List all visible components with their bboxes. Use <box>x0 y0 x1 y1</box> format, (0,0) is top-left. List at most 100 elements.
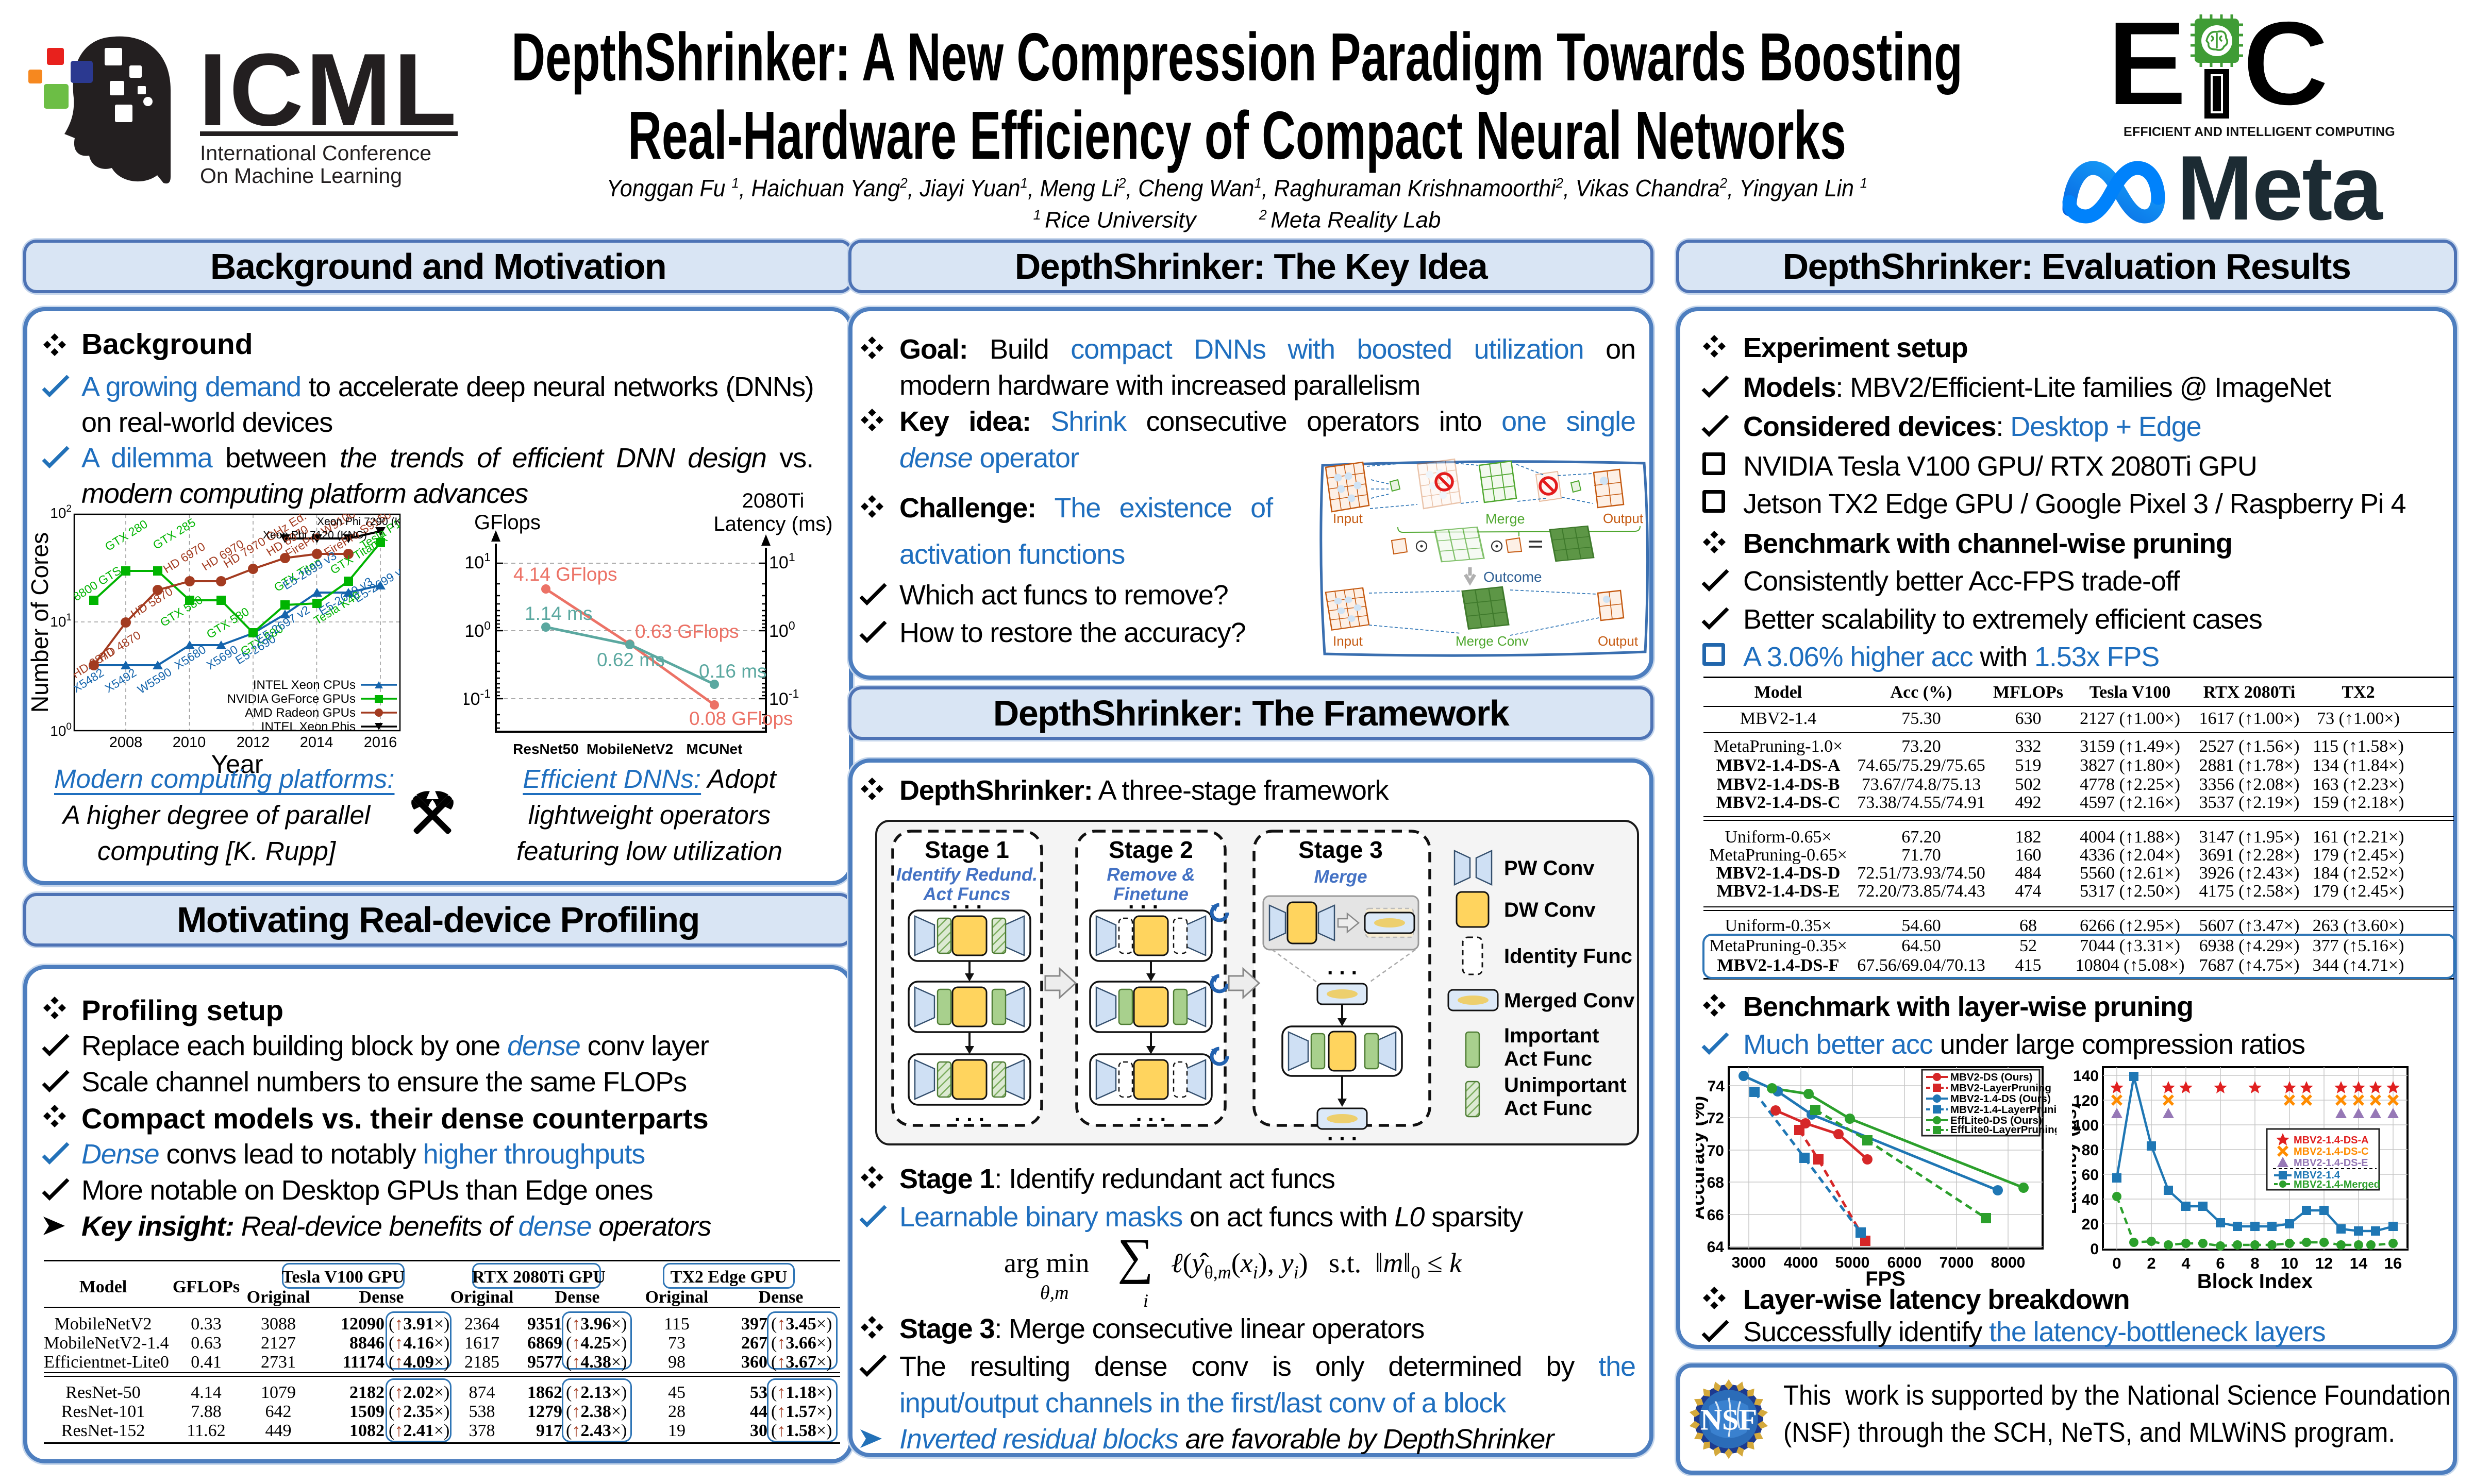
svg-text:Important: Important <box>1504 1024 1599 1047</box>
svg-text:INTEL Xeon Phis: INTEL Xeon Phis <box>261 720 356 734</box>
svg-text:C: C <box>2242 11 2330 131</box>
svg-text:7000: 7000 <box>1940 1254 1974 1271</box>
svg-text:4: 4 <box>2181 1254 2191 1272</box>
svg-text:0.62 ms: 0.62 ms <box>597 649 665 670</box>
svg-text:MBV2-1.4-Merged: MBV2-1.4-Merged <box>2294 1179 2380 1190</box>
svg-text:INTEL Xeon CPUs: INTEL Xeon CPUs <box>253 678 356 692</box>
svg-text:10: 10 <box>2281 1254 2298 1272</box>
svg-text:20: 20 <box>2082 1216 2099 1233</box>
svg-text:Block Index: Block Index <box>2197 1270 2313 1293</box>
svg-text:60: 60 <box>2082 1167 2099 1184</box>
svg-text:100: 100 <box>50 721 72 739</box>
svg-text:102: 102 <box>50 503 72 521</box>
svg-text:16: 16 <box>2384 1254 2402 1272</box>
svg-text:1.14 ms: 1.14 ms <box>525 603 593 624</box>
svg-text:Accuracy (%): Accuracy (%) <box>1696 1096 1709 1220</box>
svg-text:4.14 GFlops: 4.14 GFlops <box>513 564 617 585</box>
svg-text:Unimportant: Unimportant <box>1504 1074 1627 1097</box>
svg-text:ICML: ICML <box>198 32 459 147</box>
svg-text:Input: Input <box>1333 511 1363 526</box>
svg-text:Xeon Phi 7290 (KNL): Xeon Phi 7290 (KNL) <box>317 516 410 528</box>
svg-text:2008: 2008 <box>109 734 143 751</box>
svg-text:6: 6 <box>2216 1254 2225 1272</box>
svg-text:Year: Year <box>211 750 263 779</box>
svg-text:MBV2-1.4-LayerPruning: MBV2-1.4-LayerPruning <box>1950 1104 2057 1116</box>
svg-text:66: 66 <box>1707 1207 1724 1224</box>
svg-text:Identity Func: Identity Func <box>1504 945 1632 968</box>
svg-text:DW Conv: DW Conv <box>1504 899 1596 921</box>
svg-text:On Machine Learning: On Machine Learning <box>200 164 402 188</box>
svg-text:Outcome: Outcome <box>1483 569 1542 585</box>
svg-text:2080Ti: 2080Ti <box>742 492 805 512</box>
svg-text:Latency (µs): Latency (µs) <box>2072 1103 2080 1215</box>
svg-text:64: 64 <box>1707 1239 1725 1256</box>
svg-text:101: 101 <box>464 550 491 572</box>
svg-text:W5590: W5590 <box>135 665 174 697</box>
svg-text:40: 40 <box>2082 1191 2099 1208</box>
svg-text:3000: 3000 <box>1732 1254 1766 1271</box>
svg-text:Merged Conv: Merged Conv <box>1504 989 1635 1012</box>
svg-text:5000: 5000 <box>1835 1254 1870 1271</box>
svg-text:HD 4870: HD 4870 <box>96 628 143 664</box>
svg-text:101: 101 <box>50 612 72 630</box>
svg-text:Output: Output <box>1603 511 1644 526</box>
svg-text:MBV2-1.4-DS-E: MBV2-1.4-DS-E <box>2294 1157 2368 1169</box>
svg-text:Merge Conv: Merge Conv <box>1456 633 1529 649</box>
svg-text:PW Conv: PW Conv <box>1504 857 1595 880</box>
svg-text:AMD Radeon GPUs: AMD Radeon GPUs <box>245 706 356 720</box>
svg-text:MBV2-1.4-DS-C: MBV2-1.4-DS-C <box>2294 1146 2369 1157</box>
svg-text:MBV2-DS (Ours): MBV2-DS (Ours) <box>1950 1071 2032 1083</box>
svg-text:Output: Output <box>1598 633 1639 649</box>
svg-text:Stage 1: Stage 1 <box>925 836 1009 863</box>
svg-text:ResNet50: ResNet50 <box>513 741 579 757</box>
svg-text:8: 8 <box>2250 1254 2259 1272</box>
svg-text:MBV2-LayerPruning: MBV2-LayerPruning <box>1950 1082 2051 1094</box>
svg-text:0.08 GFlops: 0.08 GFlops <box>689 708 793 729</box>
svg-text:EffLite0-LayerPruning: EffLite0-LayerPruning <box>1950 1124 2057 1136</box>
svg-text:GFlops: GFlops <box>474 511 541 534</box>
svg-text:Identify Redund.: Identify Redund. <box>896 865 1038 885</box>
svg-text:Stage 3: Stage 3 <box>1298 836 1383 863</box>
svg-text:4000: 4000 <box>1784 1254 1818 1271</box>
svg-text:E: E <box>2111 11 2187 131</box>
svg-text:14: 14 <box>2350 1254 2368 1272</box>
svg-text:NVIDIA GeForce GPUs: NVIDIA GeForce GPUs <box>227 692 356 706</box>
svg-text:10-1: 10-1 <box>769 687 799 709</box>
svg-text:FPS: FPS <box>1865 1268 1905 1288</box>
svg-text:C: C <box>2242 11 2330 131</box>
svg-text:10-1: 10-1 <box>464 687 491 709</box>
svg-text:Xeon Phi 7120 (KNC): Xeon Phi 7120 (KNC) <box>263 529 367 541</box>
svg-text:2: 2 <box>2147 1254 2155 1272</box>
svg-text:MBV2-1.4-DS (Ours): MBV2-1.4-DS (Ours) <box>1950 1093 2051 1105</box>
svg-text:0: 0 <box>2090 1241 2099 1258</box>
svg-text:Merge: Merge <box>1314 867 1367 887</box>
svg-text:70: 70 <box>1707 1142 1724 1159</box>
svg-text:Input: Input <box>1333 633 1363 649</box>
svg-text:Meta: Meta <box>2177 148 2384 236</box>
svg-text:E: E <box>2111 11 2187 131</box>
svg-text:Merge: Merge <box>1485 511 1525 527</box>
svg-text:MCUNet: MCUNet <box>687 741 743 757</box>
svg-text:72: 72 <box>1707 1110 1724 1127</box>
svg-text:100: 100 <box>2073 1117 2099 1134</box>
svg-text:Latency (ms): Latency (ms) <box>713 513 832 535</box>
svg-text:12: 12 <box>2315 1254 2333 1272</box>
svg-text:Act Func: Act Func <box>1504 1097 1592 1120</box>
svg-text:74: 74 <box>1708 1078 1725 1095</box>
svg-text:0: 0 <box>2112 1254 2121 1272</box>
svg-text:Number of Cores: Number of Cores <box>28 532 53 713</box>
svg-text:80: 80 <box>2082 1142 2099 1159</box>
svg-text:2016: 2016 <box>364 734 397 751</box>
svg-text:101: 101 <box>769 550 795 572</box>
svg-text:68: 68 <box>1707 1174 1724 1191</box>
svg-text:Remove &: Remove & <box>1107 865 1195 885</box>
svg-text:120: 120 <box>2073 1092 2099 1109</box>
svg-text:0.16 ms: 0.16 ms <box>699 661 767 682</box>
svg-text:International Conference: International Conference <box>200 141 431 165</box>
svg-text:NSF: NSF <box>1700 1403 1757 1437</box>
svg-text:2014: 2014 <box>300 734 333 751</box>
svg-text:140: 140 <box>2073 1068 2099 1085</box>
svg-text:100: 100 <box>464 619 491 641</box>
svg-text:GTX 280: GTX 280 <box>103 517 150 553</box>
svg-text:2010: 2010 <box>173 734 206 751</box>
